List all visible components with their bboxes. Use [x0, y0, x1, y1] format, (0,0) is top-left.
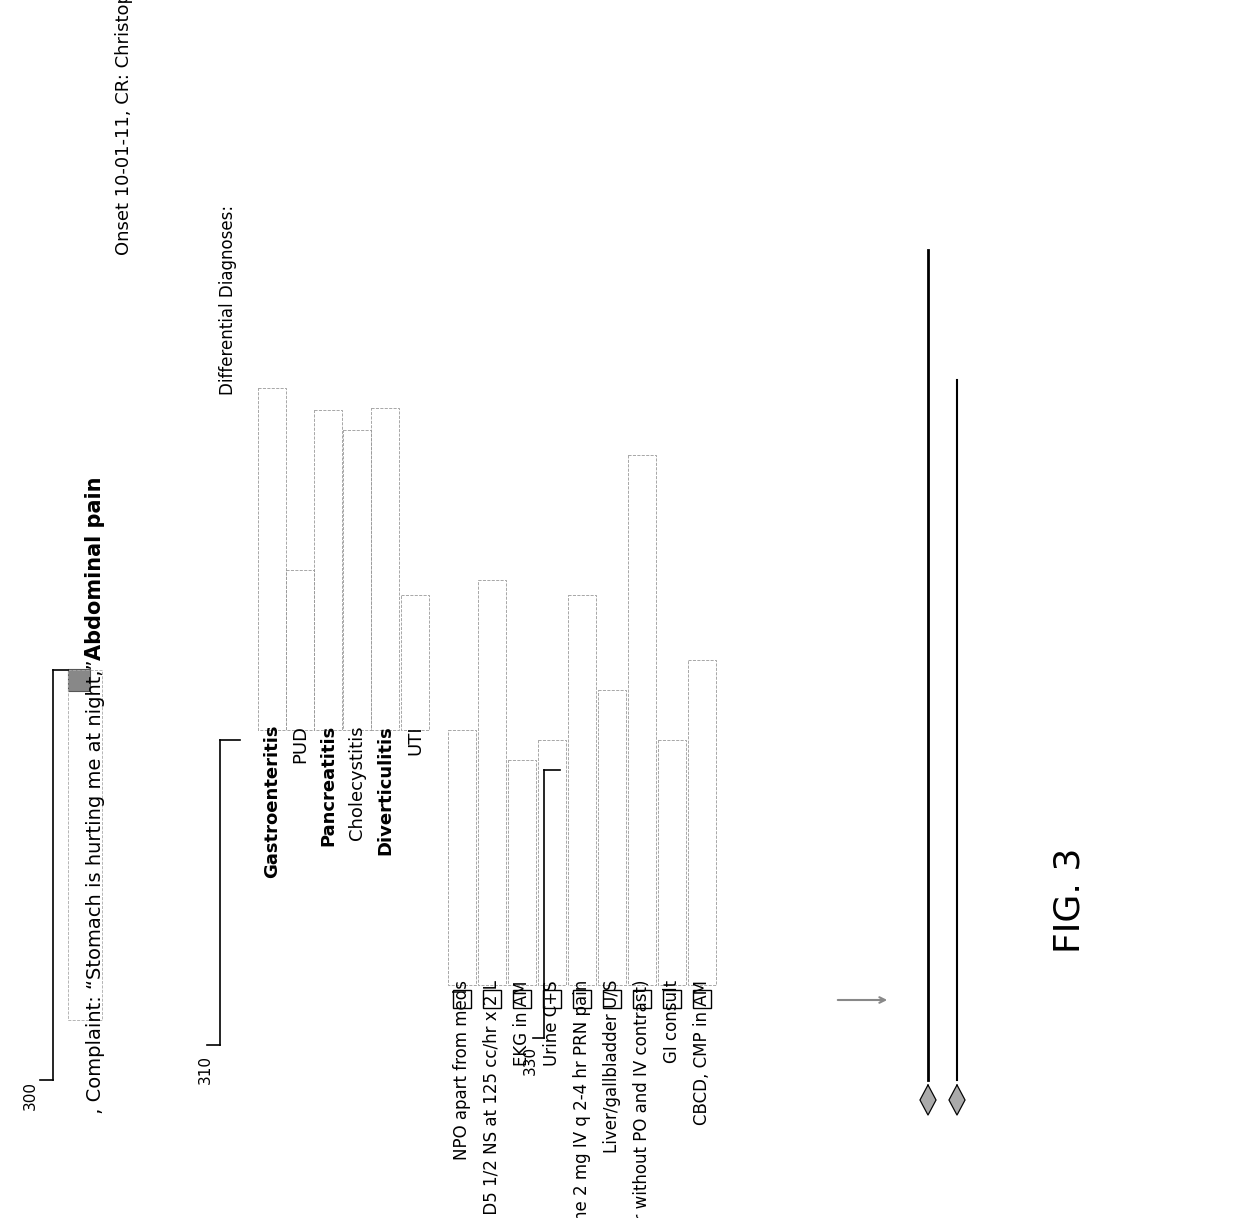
Polygon shape: [949, 1085, 965, 1114]
Bar: [598, 691, 626, 985]
Text: Liver/gallbladder U/S: Liver/gallbladder U/S: [603, 980, 621, 1153]
Text: NPO apart from meds: NPO apart from meds: [453, 980, 471, 1160]
Text: CBCD, CMP in AM: CBCD, CMP in AM: [693, 980, 711, 1125]
Bar: [632, 990, 651, 1009]
Text: EKG in AM: EKG in AM: [513, 980, 531, 1066]
Bar: [286, 570, 314, 730]
Bar: [453, 990, 471, 1009]
Text: GI consult: GI consult: [663, 980, 681, 1063]
Bar: [573, 990, 591, 1009]
Bar: [371, 408, 399, 730]
Bar: [477, 580, 506, 985]
Bar: [603, 990, 621, 1009]
Text: Morphine 2 mg IV q 2-4 hr PRN pain: Morphine 2 mg IV q 2-4 hr PRN pain: [573, 980, 591, 1218]
Text: FIG. 3: FIG. 3: [1053, 848, 1087, 952]
Text: PUD: PUD: [291, 725, 309, 762]
Bar: [688, 660, 715, 985]
Polygon shape: [920, 1085, 936, 1114]
Text: Cholecystitis: Cholecystitis: [348, 725, 366, 839]
Text: Pancreatitis: Pancreatitis: [319, 725, 337, 847]
Bar: [401, 596, 429, 730]
Text: 310: 310: [197, 1056, 212, 1084]
Bar: [68, 670, 102, 1019]
Text: Abdominal pain: Abdominal pain: [86, 476, 105, 660]
Bar: [68, 669, 91, 691]
Bar: [693, 990, 711, 1009]
Text: , Complaint: “Stomach is hurting me at night,”: , Complaint: “Stomach is hurting me at n…: [86, 660, 105, 1121]
Bar: [568, 596, 596, 985]
Bar: [538, 741, 565, 985]
Bar: [484, 990, 501, 1009]
Text: Onset 10-01-11, CR: Christopher Cooper, MD <more>: Onset 10-01-11, CR: Christopher Cooper, …: [115, 0, 133, 255]
Bar: [663, 990, 681, 1009]
Text: CT abdomen (with or without PO and IV contrast): CT abdomen (with or without PO and IV co…: [632, 980, 651, 1218]
Text: IVF, D5 1/2 NS at 125 cc/hr x 2 L: IVF, D5 1/2 NS at 125 cc/hr x 2 L: [484, 980, 501, 1218]
Bar: [543, 990, 560, 1009]
Bar: [658, 741, 686, 985]
Text: Urine C+S: Urine C+S: [543, 980, 560, 1066]
Bar: [343, 430, 371, 730]
Bar: [513, 990, 531, 1009]
Text: Differential Diagnoses:: Differential Diagnoses:: [219, 205, 237, 395]
Bar: [508, 760, 536, 985]
Text: Gastroenteritis: Gastroenteritis: [263, 725, 281, 878]
Text: 300: 300: [22, 1080, 37, 1110]
Text: UTI: UTI: [405, 725, 424, 755]
Text: Diverticulitis: Diverticulitis: [376, 725, 394, 855]
Text: 330: 330: [522, 1045, 537, 1074]
Bar: [448, 730, 476, 985]
Bar: [627, 456, 656, 985]
Bar: [314, 410, 342, 730]
Bar: [258, 389, 286, 730]
